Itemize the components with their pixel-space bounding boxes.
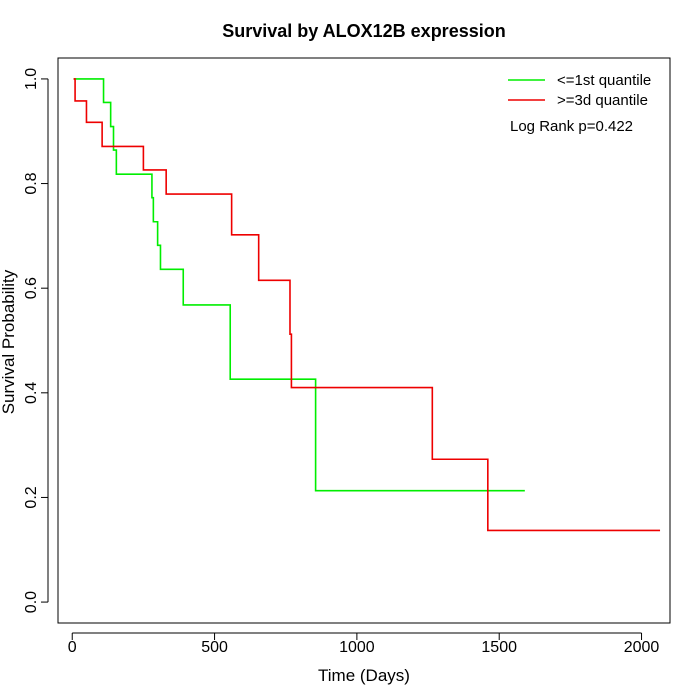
y-axis: 0.0 0.2 0.4 0.6 0.8 1.0 (23, 68, 49, 613)
y-axis-title: Survival Probability (0, 269, 18, 414)
x-tick-label: 0 (68, 639, 77, 656)
survival-curve-series-1 (73, 78, 525, 492)
x-tick-label: 2000 (624, 639, 660, 656)
x-axis-title: Time (Days) (318, 666, 410, 685)
legend: <=1st quantile >=3d quantile (508, 72, 651, 109)
y-tick-label: 0.0 (23, 591, 40, 613)
log-rank-annotation: Log Rank p=0.422 (510, 118, 633, 135)
legend-label-series-2: >=3d quantile (557, 92, 648, 109)
chart-title: Survival by ALOX12B expression (222, 21, 505, 41)
legend-label-series-1: <=1st quantile (557, 72, 651, 89)
x-axis: 0 500 1000 1500 2000 (68, 632, 660, 656)
x-tick-label: 1500 (481, 639, 517, 656)
y-tick-label: 1.0 (23, 68, 40, 90)
y-tick-label: 0.6 (23, 277, 40, 299)
x-tick-label: 1000 (339, 639, 375, 656)
x-tick-label: 500 (201, 639, 228, 656)
series-layer (73, 78, 661, 532)
plot-frame (57, 57, 671, 624)
y-tick-label: 0.8 (23, 172, 40, 194)
survival-curve-series-2 (73, 78, 661, 532)
y-tick-label: 0.4 (23, 382, 40, 404)
y-tick-label: 0.2 (23, 486, 40, 508)
